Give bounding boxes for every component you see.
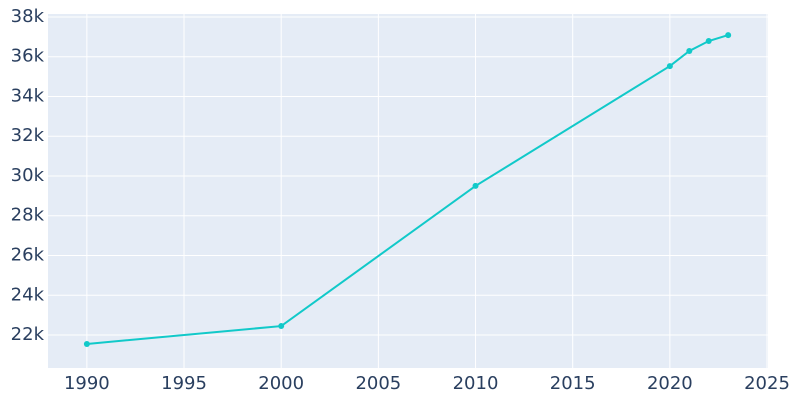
y-tick-label: 24k [11, 284, 45, 305]
y-tick-label: 22k [11, 324, 45, 345]
x-tick-label: 2025 [744, 373, 790, 394]
x-tick-label: 2000 [258, 373, 304, 394]
y-tick-label: 38k [11, 6, 45, 27]
y-tick-label: 26k [11, 244, 45, 265]
x-tick-label: 2010 [453, 373, 499, 394]
x-tick-label: 2005 [355, 373, 401, 394]
x-tick-label: 1990 [64, 373, 110, 394]
y-tick-label: 34k [11, 85, 45, 106]
data-point [83, 340, 90, 347]
data-point [686, 47, 693, 54]
y-tick-label: 32k [11, 125, 45, 146]
y-tick-label: 30k [11, 165, 45, 186]
data-point [278, 323, 285, 330]
x-tick-label: 2015 [550, 373, 596, 394]
data-point [666, 63, 673, 70]
y-tick-label: 28k [11, 205, 45, 226]
x-tick-label: 2020 [647, 373, 693, 394]
y-tick-label: 36k [11, 46, 45, 67]
plot-area [48, 14, 768, 368]
x-tick-label: 1995 [161, 373, 207, 394]
data-point [472, 182, 479, 189]
data-point [705, 38, 712, 45]
data-point [725, 32, 732, 39]
